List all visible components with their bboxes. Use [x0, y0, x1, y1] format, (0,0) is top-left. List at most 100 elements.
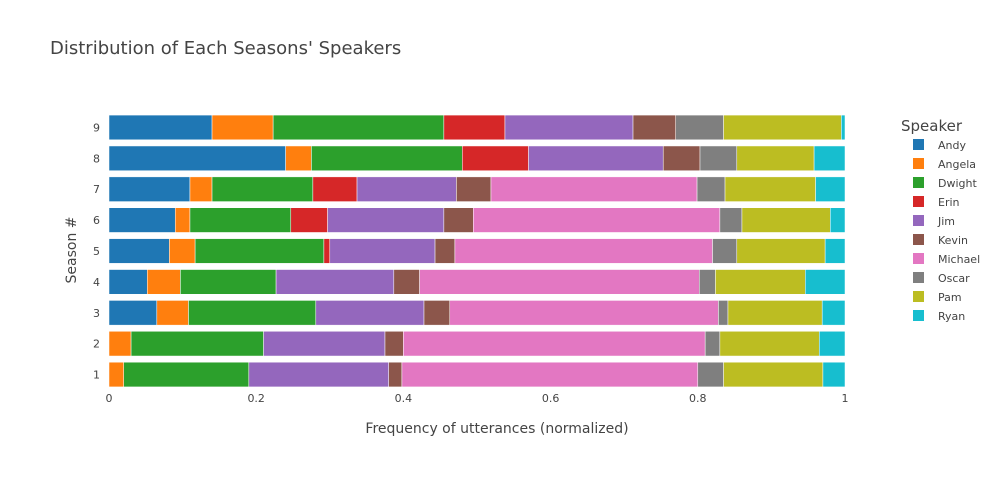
bar-segment-season-8-kevin [662, 145, 701, 171]
bar-segment-season-3-michael [449, 300, 719, 326]
bar-segment-season-3-kevin [423, 300, 451, 326]
legend-label-ryan[interactable]: Ryan [938, 310, 965, 323]
bar-segment-season-1-jim [248, 361, 389, 388]
bar-segment-season-7-jim [356, 176, 457, 202]
bar-segment-season-3-pam [727, 300, 823, 326]
bar-segment-season-3-andy [108, 300, 158, 326]
legend-swatch-angela [913, 158, 924, 169]
bar-segment-season-6-pam [741, 207, 831, 233]
y-tick-label: 7 [93, 183, 100, 196]
x-tick-label: 0.2 [247, 392, 265, 405]
bar-segment-season-9-erin [443, 114, 506, 141]
bar-segment-season-9-angela [211, 114, 274, 141]
y-tick-label: 9 [93, 121, 100, 134]
x-tick-label: 0.8 [689, 392, 707, 405]
x-tick-label: 0.6 [542, 392, 560, 405]
legend-label-michael[interactable]: Michael [938, 253, 980, 266]
bar-segment-season-4-oscar [699, 269, 716, 295]
bar-segment-season-4-dwight [180, 269, 277, 295]
bar-segment-season-5-pam [736, 238, 826, 264]
y-tick-label: 5 [93, 245, 100, 258]
bar-segment-season-3-ryan [821, 300, 846, 326]
bar-segment-season-5-erin [323, 238, 331, 264]
y-tick-label: 6 [93, 214, 100, 227]
bar-segment-season-2-dwight [130, 331, 264, 357]
bar-segment-season-3-angela [156, 300, 189, 326]
bar-segment-season-2-angela [108, 331, 132, 357]
bar-segment-season-1-michael [401, 361, 699, 388]
legend-label-erin[interactable]: Erin [938, 196, 960, 209]
bar-segment-season-5-kevin [434, 238, 456, 264]
bar-segment-season-8-angela [285, 145, 312, 171]
bar-segment-season-7-angela [189, 176, 213, 202]
legend-swatch-oscar [913, 272, 924, 283]
y-tick-label: 3 [93, 307, 100, 320]
bar-segment-season-3-jim [315, 300, 425, 326]
bar-segment-season-6-michael [473, 207, 721, 233]
bar-segment-season-6-dwight [189, 207, 292, 233]
legend-label-pam[interactable]: Pam [938, 291, 962, 304]
x-tick-label: 0 [106, 392, 113, 405]
bar-segment-season-1-oscar [697, 361, 724, 388]
legend-label-andy[interactable]: Andy [938, 139, 966, 152]
bar-segment-season-6-ryan [830, 207, 846, 233]
x-axis-label: Frequency of utterances (normalized) [365, 421, 628, 437]
legend-label-dwight[interactable]: Dwight [938, 177, 977, 190]
bar-segment-season-8-pam [736, 145, 815, 171]
bar-segment-season-7-dwight [211, 176, 314, 202]
bar-segment-season-7-oscar [696, 176, 726, 202]
bar-segment-season-2-oscar [704, 331, 721, 357]
bar-segment-season-9-andy [108, 114, 213, 141]
legend-label-kevin[interactable]: Kevin [938, 234, 968, 247]
bar-segment-season-5-jim [329, 238, 436, 264]
x-tick-label: 1 [842, 392, 849, 405]
bar-segment-season-5-dwight [194, 238, 325, 264]
chart-title: Distribution of Each Seasons' Speakers [50, 38, 401, 59]
y-axis: 1 2 3 4 5 6 7 8 9 [93, 121, 100, 381]
bar-segment-season-8-oscar [699, 145, 738, 171]
y-tick-label: 4 [93, 276, 100, 289]
bar-segment-season-6-angela [174, 207, 191, 233]
bars-layer [108, 114, 846, 388]
bar-segment-season-9-dwight [272, 114, 445, 141]
bar-segment-season-4-michael [419, 269, 700, 295]
bar-segment-season-7-ryan [815, 176, 846, 202]
legend-label-angela[interactable]: Angela [938, 158, 976, 171]
legend-title: Speaker [901, 117, 963, 135]
legend-swatch-pam [913, 291, 924, 302]
bar-segment-season-9-oscar [675, 114, 724, 141]
bar-segment-season-1-angela [108, 361, 124, 388]
bar-segment-season-4-pam [715, 269, 806, 295]
bar-segment-season-6-jim [327, 207, 445, 233]
bar-segment-season-1-ryan [822, 361, 846, 388]
bar-segment-season-5-andy [108, 238, 170, 264]
bar-segment-season-9-jim [504, 114, 634, 141]
bar-segment-season-4-angela [147, 269, 181, 295]
bar-segment-season-5-angela [169, 238, 196, 264]
bar-segment-season-8-dwight [311, 145, 463, 171]
bar-segment-season-7-andy [108, 176, 191, 202]
bar-segment-season-6-kevin [443, 207, 474, 233]
legend-swatch-michael [913, 253, 924, 264]
bar-segment-season-7-michael [490, 176, 698, 202]
y-axis-label: Season # [64, 217, 80, 284]
legend-label-oscar[interactable]: Oscar [938, 272, 970, 285]
bar-segment-season-4-andy [108, 269, 148, 295]
legend-swatch-ryan [913, 310, 924, 321]
bar-segment-season-6-erin [290, 207, 328, 233]
bar-segment-season-8-andy [108, 145, 286, 171]
bar-segment-season-5-michael [454, 238, 713, 264]
legend-swatch-dwight [913, 177, 924, 188]
legend-swatch-andy [913, 139, 924, 150]
bar-segment-season-6-oscar [719, 207, 743, 233]
bar-segment-season-9-pam [723, 114, 842, 141]
bar-segment-season-2-jim [263, 331, 386, 357]
legend-label-jim[interactable]: Jim [937, 215, 955, 228]
bar-segment-season-7-pam [724, 176, 816, 202]
bar-segment-season-3-dwight [188, 300, 317, 326]
bar-segment-season-1-pam [723, 361, 824, 388]
bar-segment-season-4-jim [275, 269, 395, 295]
bar-segment-season-3-oscar [718, 300, 729, 326]
